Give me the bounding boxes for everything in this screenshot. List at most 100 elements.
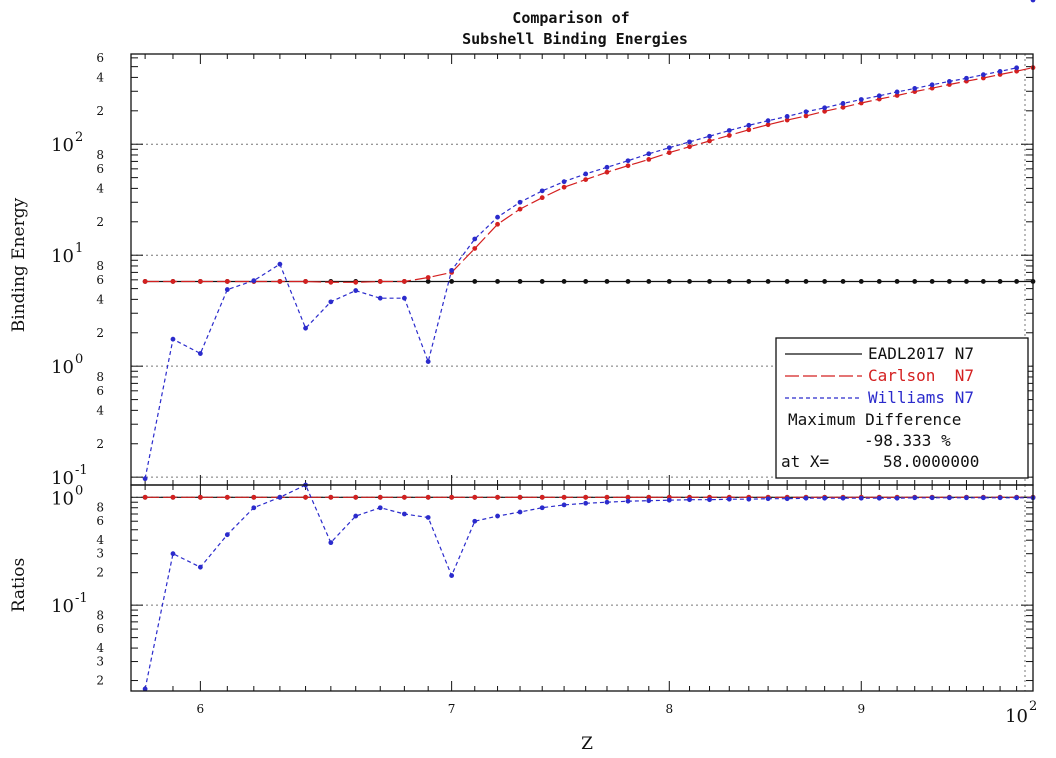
data-point-0-2-32 (858, 97, 864, 102)
data-point-1-1-4 (251, 494, 257, 500)
data-point-0-2-42 (1030, 0, 1036, 3)
data-point-0-2-25 (726, 128, 732, 133)
data-point-0-0-41 (1014, 279, 1020, 284)
data-point-0-0-17 (561, 279, 567, 284)
data-point-1-1-10 (401, 494, 407, 500)
legend-label-carlson: Carlson N7 (868, 366, 974, 385)
data-point-1-2-17 (561, 502, 567, 508)
x-tick-label: 8 (665, 702, 673, 716)
series-line-1-2 (144, 484, 1033, 690)
data-point-0-2-16 (539, 188, 545, 194)
y-tick-label: 2 (96, 104, 104, 118)
legend-label-williams: Williams N7 (868, 388, 974, 407)
data-point-0-0-23 (687, 279, 692, 284)
data-point-1-2-23 (687, 497, 692, 503)
legend-max-diff-value: -98.333 % (864, 431, 951, 450)
data-point-0-1-1 (170, 279, 176, 284)
data-point-1-2-5 (277, 494, 283, 500)
data-point-0-1-24 (707, 138, 712, 144)
x-tick-label: 6 (197, 702, 205, 716)
legend-box (775, 337, 1029, 479)
data-point-1-1-7 (328, 494, 334, 500)
data-point-0-2-8 (353, 288, 359, 293)
y-tick-label: 6 (96, 51, 104, 65)
data-point-0-2-0 (142, 476, 148, 482)
y-tick-label: -1 (75, 463, 88, 478)
data-point-1-2-2 (197, 564, 203, 570)
data-point-1-2-19 (604, 499, 610, 505)
data-point-1-1-18 (583, 494, 589, 500)
data-point-0-2-10 (401, 295, 407, 301)
data-point-0-0-38 (964, 279, 969, 284)
data-point-0-2-7 (328, 299, 334, 305)
data-point-1-2-7 (328, 540, 334, 546)
data-point-0-0-28 (784, 279, 790, 284)
data-point-1-2-27 (765, 496, 771, 502)
lower-y-axis-label: Ratios (9, 558, 29, 613)
data-point-1-2-18 (583, 500, 589, 506)
data-point-0-2-2 (197, 351, 203, 356)
data-point-0-2-40 (997, 69, 1003, 74)
y-tick-label: 10 (51, 596, 74, 617)
data-point-0-2-9 (377, 295, 383, 301)
data-point-1-2-0 (142, 686, 148, 692)
data-point-0-0-25 (726, 279, 732, 284)
y-tick-label: 10 (51, 488, 74, 509)
data-point-1-2-3 (224, 532, 230, 538)
data-point-1-2-28 (784, 496, 790, 502)
data-point-1-1-16 (539, 494, 545, 500)
data-point-0-2-6 (303, 325, 308, 331)
data-point-0-2-31 (840, 101, 846, 106)
data-point-0-1-10 (401, 279, 407, 284)
data-point-0-2-18 (583, 171, 589, 177)
data-point-1-2-9 (377, 505, 383, 511)
y-tick-label: 6 (96, 622, 104, 636)
data-point-0-2-21 (646, 151, 652, 157)
data-point-1-2-41 (1014, 495, 1020, 501)
data-point-0-1-2 (197, 279, 203, 284)
y-tick-label: 1 (75, 241, 83, 256)
y-tick-label: 6 (96, 514, 104, 528)
data-point-0-1-3 (224, 279, 230, 284)
data-point-1-2-29 (803, 495, 809, 501)
y-tick-label: 2 (96, 326, 104, 340)
legend: EADL2017 N7 Carlson N7 Williams N7 Maxim… (775, 337, 1029, 479)
data-point-0-1-33 (876, 96, 882, 102)
data-point-1-2-14 (495, 513, 500, 519)
data-point-0-2-15 (517, 199, 523, 205)
data-point-0-1-19 (604, 169, 610, 175)
data-point-1-1-17 (561, 494, 567, 500)
data-point-1-2-37 (946, 495, 952, 501)
data-point-1-2-24 (707, 497, 712, 503)
y-tick-label: 10 (51, 246, 74, 267)
data-point-0-0-30 (822, 279, 828, 284)
data-point-0-0-26 (746, 279, 752, 284)
y-tick-label: 2 (96, 437, 104, 451)
data-point-1-2-8 (353, 513, 359, 519)
data-point-0-2-11 (425, 359, 431, 364)
data-point-0-2-35 (912, 86, 918, 91)
data-point-0-0-16 (539, 279, 545, 284)
data-point-0-2-30 (822, 105, 828, 111)
data-point-1-2-22 (666, 497, 672, 503)
data-point-1-2-11 (425, 515, 431, 520)
data-point-0-0-40 (997, 279, 1003, 284)
data-point-1-2-10 (401, 511, 407, 517)
data-point-0-0-31 (840, 279, 846, 284)
data-point-1-1-15 (517, 494, 523, 500)
data-point-0-2-39 (980, 72, 986, 78)
data-point-0-0-19 (604, 279, 610, 284)
data-point-0-0-35 (912, 279, 918, 284)
data-point-0-1-27 (765, 122, 771, 128)
y-tick-label: 8 (96, 259, 104, 273)
x-tick-label: 2 (1029, 699, 1037, 714)
data-point-0-0-13 (472, 279, 478, 284)
data-point-1-2-15 (517, 509, 523, 515)
data-point-0-1-39 (980, 75, 986, 81)
data-point-1-2-38 (964, 495, 969, 501)
data-point-1-1-9 (377, 494, 383, 500)
y-tick-label: 2 (96, 674, 104, 688)
data-point-1-2-39 (980, 495, 986, 501)
data-point-0-0-21 (646, 279, 652, 284)
data-point-0-0-22 (666, 279, 672, 284)
